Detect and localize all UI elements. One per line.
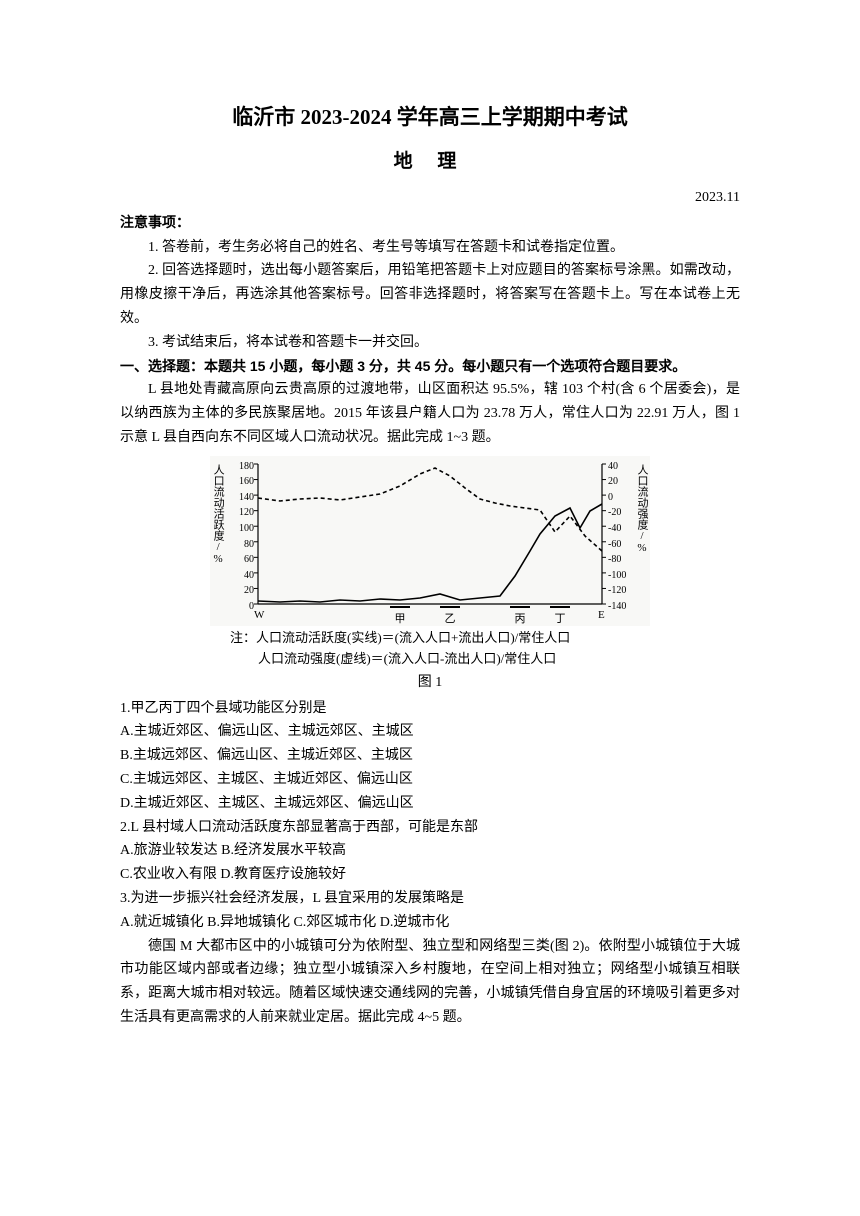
question-2-opt-ab: A.旅游业较发达 B.经济发展水平较高: [120, 839, 740, 863]
exam-date: 2023.11: [120, 186, 740, 210]
notice-item: 3. 考试结束后，将本试卷和答题卡一并交回。: [120, 331, 740, 355]
x-marker: 丙: [515, 610, 526, 629]
left-tick: 0: [230, 598, 254, 615]
question-3-opts: A.就近城镇化 B.异地城镇化 C.郊区城市化 D.逆城市化: [120, 911, 740, 935]
right-tick: 40: [608, 458, 636, 475]
right-tick: -100: [608, 567, 636, 584]
right-tick: 0: [608, 489, 636, 506]
figure-1: 人口流动活跃度/% 人口流动强度/% 020406080100120140160…: [210, 456, 650, 695]
x-marker: 丁: [555, 610, 566, 629]
chart-svg: [210, 456, 650, 626]
right-tick: -140: [608, 598, 636, 615]
x-endpoint-w: W: [254, 606, 264, 625]
right-axis-label: 人口流动强度/%: [636, 464, 648, 554]
left-tick: 20: [230, 582, 254, 599]
question-1: 1.甲乙丙丁四个县域功能区分别是: [120, 697, 740, 721]
question-1-opt-a: A.主城近郊区、偏远山区、主城远郊区、主城区: [120, 720, 740, 744]
passage-2: 德国 M 大都市区中的小城镇可分为依附型、独立型和网络型三类(图 2)。依附型小…: [120, 935, 740, 1030]
left-tick: 60: [230, 551, 254, 568]
question-2: 2.L 县村域人口流动活跃度东部显著高于西部，可能是东部: [120, 816, 740, 840]
right-tick: -80: [608, 551, 636, 568]
left-tick: 140: [230, 489, 254, 506]
right-tick: -20: [608, 504, 636, 521]
left-tick: 80: [230, 536, 254, 553]
chart-annotation-2: 人口流动强度(虚线)＝(流入人口-流出人口)/常住人口: [210, 649, 650, 669]
right-tick: 20: [608, 473, 636, 490]
left-tick: 160: [230, 473, 254, 490]
x-endpoint-e: E: [598, 606, 605, 625]
question-1-opt-d: D.主城近郊区、主城区、主城远郊区、偏远山区: [120, 792, 740, 816]
left-axis-label: 人口流动活跃度/%: [212, 464, 224, 565]
notice-item: 2. 回答选择题时，选出每小题答案后，用铅笔把答题卡上对应题目的答案标号涂黑。如…: [120, 259, 740, 330]
section-heading: 一、选择题：本题共 15 小题，每小题 3 分，共 45 分。每小题只有一个选项…: [120, 355, 740, 379]
left-tick: 120: [230, 504, 254, 521]
chart-plot: 人口流动活跃度/% 人口流动强度/% 020406080100120140160…: [210, 456, 650, 626]
notice-heading: 注意事项：: [120, 212, 740, 236]
left-tick: 40: [230, 567, 254, 584]
right-tick: -120: [608, 582, 636, 599]
x-marker: 甲: [395, 610, 406, 629]
right-tick: -60: [608, 536, 636, 553]
exam-title: 临沂市 2023-2024 学年高三上学期期中考试: [120, 100, 740, 136]
question-1-opt-b: B.主城远郊区、偏远山区、主城近郊区、主城区: [120, 744, 740, 768]
figure-label: 图 1: [210, 671, 650, 695]
passage-1: L 县地处青藏高原向云贵高原的过渡地带，山区面积达 95.5%，辖 103 个村…: [120, 378, 740, 449]
question-1-opt-c: C.主城远郊区、主城区、主城近郊区、偏远山区: [120, 768, 740, 792]
left-tick: 180: [230, 458, 254, 475]
notice-item: 1. 答卷前，考生务必将自己的姓名、考生号等填写在答题卡和试卷指定位置。: [120, 236, 740, 260]
question-3: 3.为进一步振兴社会经济发展，L 县宜采用的发展策略是: [120, 887, 740, 911]
x-marker: 乙: [445, 610, 456, 629]
subject-title: 地 理: [120, 146, 740, 178]
left-tick: 100: [230, 520, 254, 537]
question-2-opt-cd: C.农业收入有限 D.教育医疗设施较好: [120, 863, 740, 887]
right-tick: -40: [608, 520, 636, 537]
